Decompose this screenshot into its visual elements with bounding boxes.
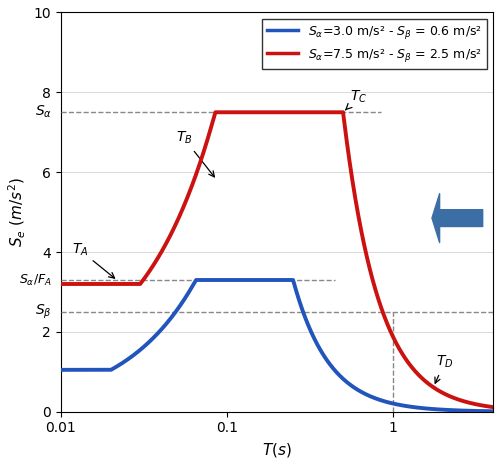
Text: $S_{\alpha}/F_A$: $S_{\alpha}/F_A$ — [19, 273, 52, 288]
Text: $T_B$: $T_B$ — [176, 130, 214, 177]
Legend: $S_{\alpha}$=3.0 m/s² - $S_{\beta}$ = 0.6 m/s², $S_{\alpha}$=7.5 m/s² - $S_{\bet: $S_{\alpha}$=3.0 m/s² - $S_{\beta}$ = 0.… — [262, 19, 487, 69]
X-axis label: $T(s)$: $T(s)$ — [262, 441, 292, 459]
Y-axis label: $S_e$ $(m/s^2)$: $S_e$ $(m/s^2)$ — [7, 177, 28, 247]
Text: $T_A$: $T_A$ — [72, 242, 114, 278]
Text: $S_{\alpha}$: $S_{\alpha}$ — [34, 104, 51, 121]
Text: $T_C$: $T_C$ — [346, 89, 367, 110]
Text: $S_{\beta}$: $S_{\beta}$ — [35, 303, 51, 321]
Text: $T_D$: $T_D$ — [435, 354, 454, 383]
